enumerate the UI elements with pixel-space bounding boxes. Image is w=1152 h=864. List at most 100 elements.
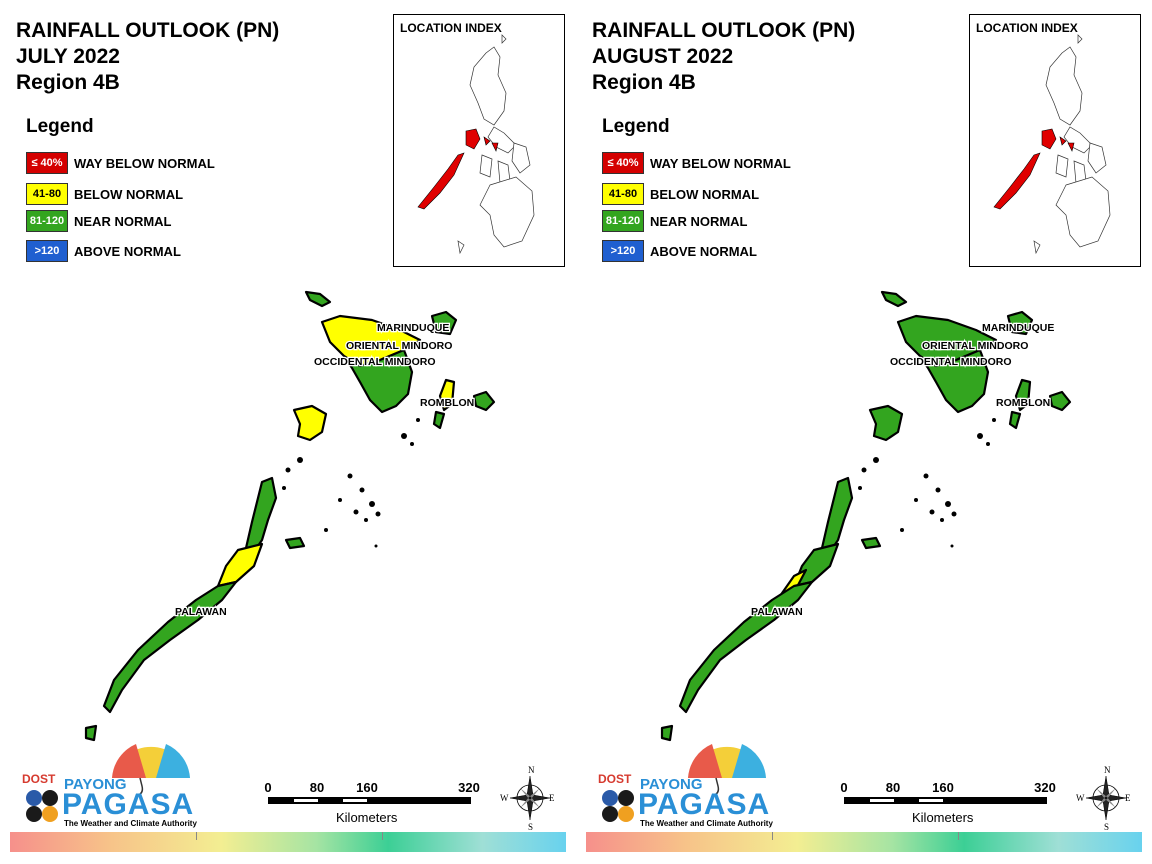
lubang-island xyxy=(880,290,908,308)
logo-payong: PAYONG xyxy=(64,776,127,793)
philippines-outline-map xyxy=(993,34,1111,255)
romblon-sibuyan xyxy=(1048,390,1072,412)
label-romblon: ROMBLON xyxy=(420,397,474,409)
svg-text:W: W xyxy=(1076,793,1085,803)
title-line-2: AUGUST 2022 xyxy=(592,45,734,68)
scale-bar: 0 80 160 320 Kilometers xyxy=(262,776,482,836)
calamian-islands xyxy=(292,404,328,442)
label-palawan: PALAWAN xyxy=(751,606,803,618)
svg-text:E: E xyxy=(549,793,555,803)
legend-item-below: 41-80 BELOW NORMAL xyxy=(602,182,759,206)
legend-item-above: >120 ABOVE NORMAL xyxy=(26,239,181,263)
legend-item-below: 41-80 BELOW NORMAL xyxy=(26,182,183,206)
label-marinduque: MARINDUQUE xyxy=(377,322,449,334)
svg-text:W: W xyxy=(500,793,509,803)
scale-bar-graphic xyxy=(844,797,1047,804)
scale-bar: 0 80 160 320 Kilometers xyxy=(838,776,1058,836)
scale-tick: 320 xyxy=(458,780,480,795)
footer-color-band xyxy=(586,832,1142,852)
svg-text:S: S xyxy=(1104,822,1109,832)
compass-rose-icon: N S E W xyxy=(1076,765,1131,832)
dumaran xyxy=(284,536,306,550)
romblon-small xyxy=(1008,410,1022,430)
legend-title: Legend xyxy=(26,116,94,137)
title-line-1: RAINFALL OUTLOOK (PN) xyxy=(16,19,280,42)
marinduque xyxy=(1006,310,1034,336)
region-4b-map: MARINDUQUE ORIENTAL MINDORO OCCIDENTAL M… xyxy=(84,290,496,742)
location-index-title: LOCATION INDEX xyxy=(976,21,1078,35)
legend-swatch: >120 xyxy=(602,240,644,262)
logo-dost: DOST xyxy=(22,772,56,786)
svg-text:E: E xyxy=(1125,793,1131,803)
label-occidental-mindoro: OCCIDENTAL MINDORO xyxy=(314,356,436,368)
svg-text:S: S xyxy=(528,822,533,832)
legend-label: BELOW NORMAL xyxy=(650,186,760,202)
scale-tick: 160 xyxy=(932,780,954,795)
legend-label: NEAR NORMAL xyxy=(74,213,172,229)
pagasa-logo: DOST PAYONG PAGASA The Weather and Clima… xyxy=(14,738,204,833)
romblon-small xyxy=(432,410,446,430)
pagasa-logo: DOST PAYONG PAGASA The Weather and Clima… xyxy=(590,738,780,833)
outlook-panel-july: RAINFALL OUTLOOK (PN) JULY 2022 Region 4… xyxy=(10,14,566,852)
mindoro-south-green xyxy=(342,348,414,414)
scale-unit: Kilometers xyxy=(336,810,398,825)
outlook-panel-august: RAINFALL OUTLOOK (PN) AUGUST 2022 Region… xyxy=(576,0,1152,864)
region-4b-map: MARINDUQUE ORIENTAL MINDORO OCCIDENTAL M… xyxy=(660,290,1072,742)
lubang-island xyxy=(304,290,332,308)
legend-item-way-below: ≤ 40% WAY BELOW NORMAL xyxy=(26,151,215,175)
location-index-map: LOCATION INDEX xyxy=(393,14,565,267)
marinduque xyxy=(430,310,458,336)
panel-title: RAINFALL OUTLOOK (PN) JULY 2022 Region 4… xyxy=(16,18,279,96)
legend-item-way-below: ≤ 40% WAY BELOW NORMAL xyxy=(602,151,791,175)
legend-swatch: ≤ 40% xyxy=(602,152,644,174)
panel-title: RAINFALL OUTLOOK (PN) AUGUST 2022 Region… xyxy=(592,18,855,96)
legend-swatch: 41-80 xyxy=(26,183,68,205)
dumaran xyxy=(860,536,882,550)
romblon-sibuyan xyxy=(472,390,496,412)
label-oriental-mindoro: ORIENTAL MINDORO xyxy=(346,340,452,352)
scale-tick: 0 xyxy=(840,780,848,795)
scale-tick: 80 xyxy=(885,780,901,795)
legend-swatch: ≤ 40% xyxy=(26,152,68,174)
calamian-islands xyxy=(868,404,904,442)
scale-tick: 0 xyxy=(264,780,272,795)
legend-label: ABOVE NORMAL xyxy=(650,243,757,259)
title-line-1: RAINFALL OUTLOOK (PN) xyxy=(592,19,856,42)
philippines-outline-map xyxy=(417,34,535,255)
umbrella-icon xyxy=(26,744,190,822)
scale-tick: 80 xyxy=(309,780,325,795)
palawan-south-green xyxy=(102,580,238,714)
legend-label: WAY BELOW NORMAL xyxy=(650,155,791,171)
title-line-2: JULY 2022 xyxy=(16,45,120,68)
label-oriental-mindoro: ORIENTAL MINDORO xyxy=(922,340,1028,352)
legend-swatch: >120 xyxy=(26,240,68,262)
logo-pagasa: PAGASA xyxy=(638,788,771,821)
mindoro-south-green xyxy=(918,348,990,414)
location-index-map: LOCATION INDEX xyxy=(969,14,1141,267)
title-line-3: Region 4B xyxy=(16,71,120,94)
label-palawan: PALAWAN xyxy=(175,606,227,618)
logo-pagasa: PAGASA xyxy=(62,788,195,821)
scale-tick: 320 xyxy=(1034,780,1056,795)
scale-unit: Kilometers xyxy=(912,810,974,825)
legend-label: BELOW NORMAL xyxy=(74,186,184,202)
legend-label: WAY BELOW NORMAL xyxy=(74,155,215,171)
logo-dost: DOST xyxy=(598,772,632,786)
scale-tick: 160 xyxy=(356,780,378,795)
compass-rose-icon: N S E W xyxy=(500,765,555,832)
svg-text:N: N xyxy=(1104,765,1111,775)
logo-tagline: The Weather and Climate Authority xyxy=(640,819,773,828)
logo-payong: PAYONG xyxy=(640,776,703,793)
title-line-3: Region 4B xyxy=(592,71,696,94)
scale-bar-graphic xyxy=(268,797,471,804)
palawan-north-green xyxy=(244,476,278,554)
legend-swatch: 41-80 xyxy=(602,183,644,205)
romblon-tablas xyxy=(438,378,456,412)
romblon-tablas xyxy=(1014,378,1032,412)
location-index-title: LOCATION INDEX xyxy=(400,21,502,35)
umbrella-icon xyxy=(602,744,766,822)
label-occidental-mindoro: OCCIDENTAL MINDORO xyxy=(890,356,1012,368)
legend-title: Legend xyxy=(602,116,670,137)
palawan-north-green xyxy=(820,476,854,554)
legend-label: ABOVE NORMAL xyxy=(74,243,181,259)
